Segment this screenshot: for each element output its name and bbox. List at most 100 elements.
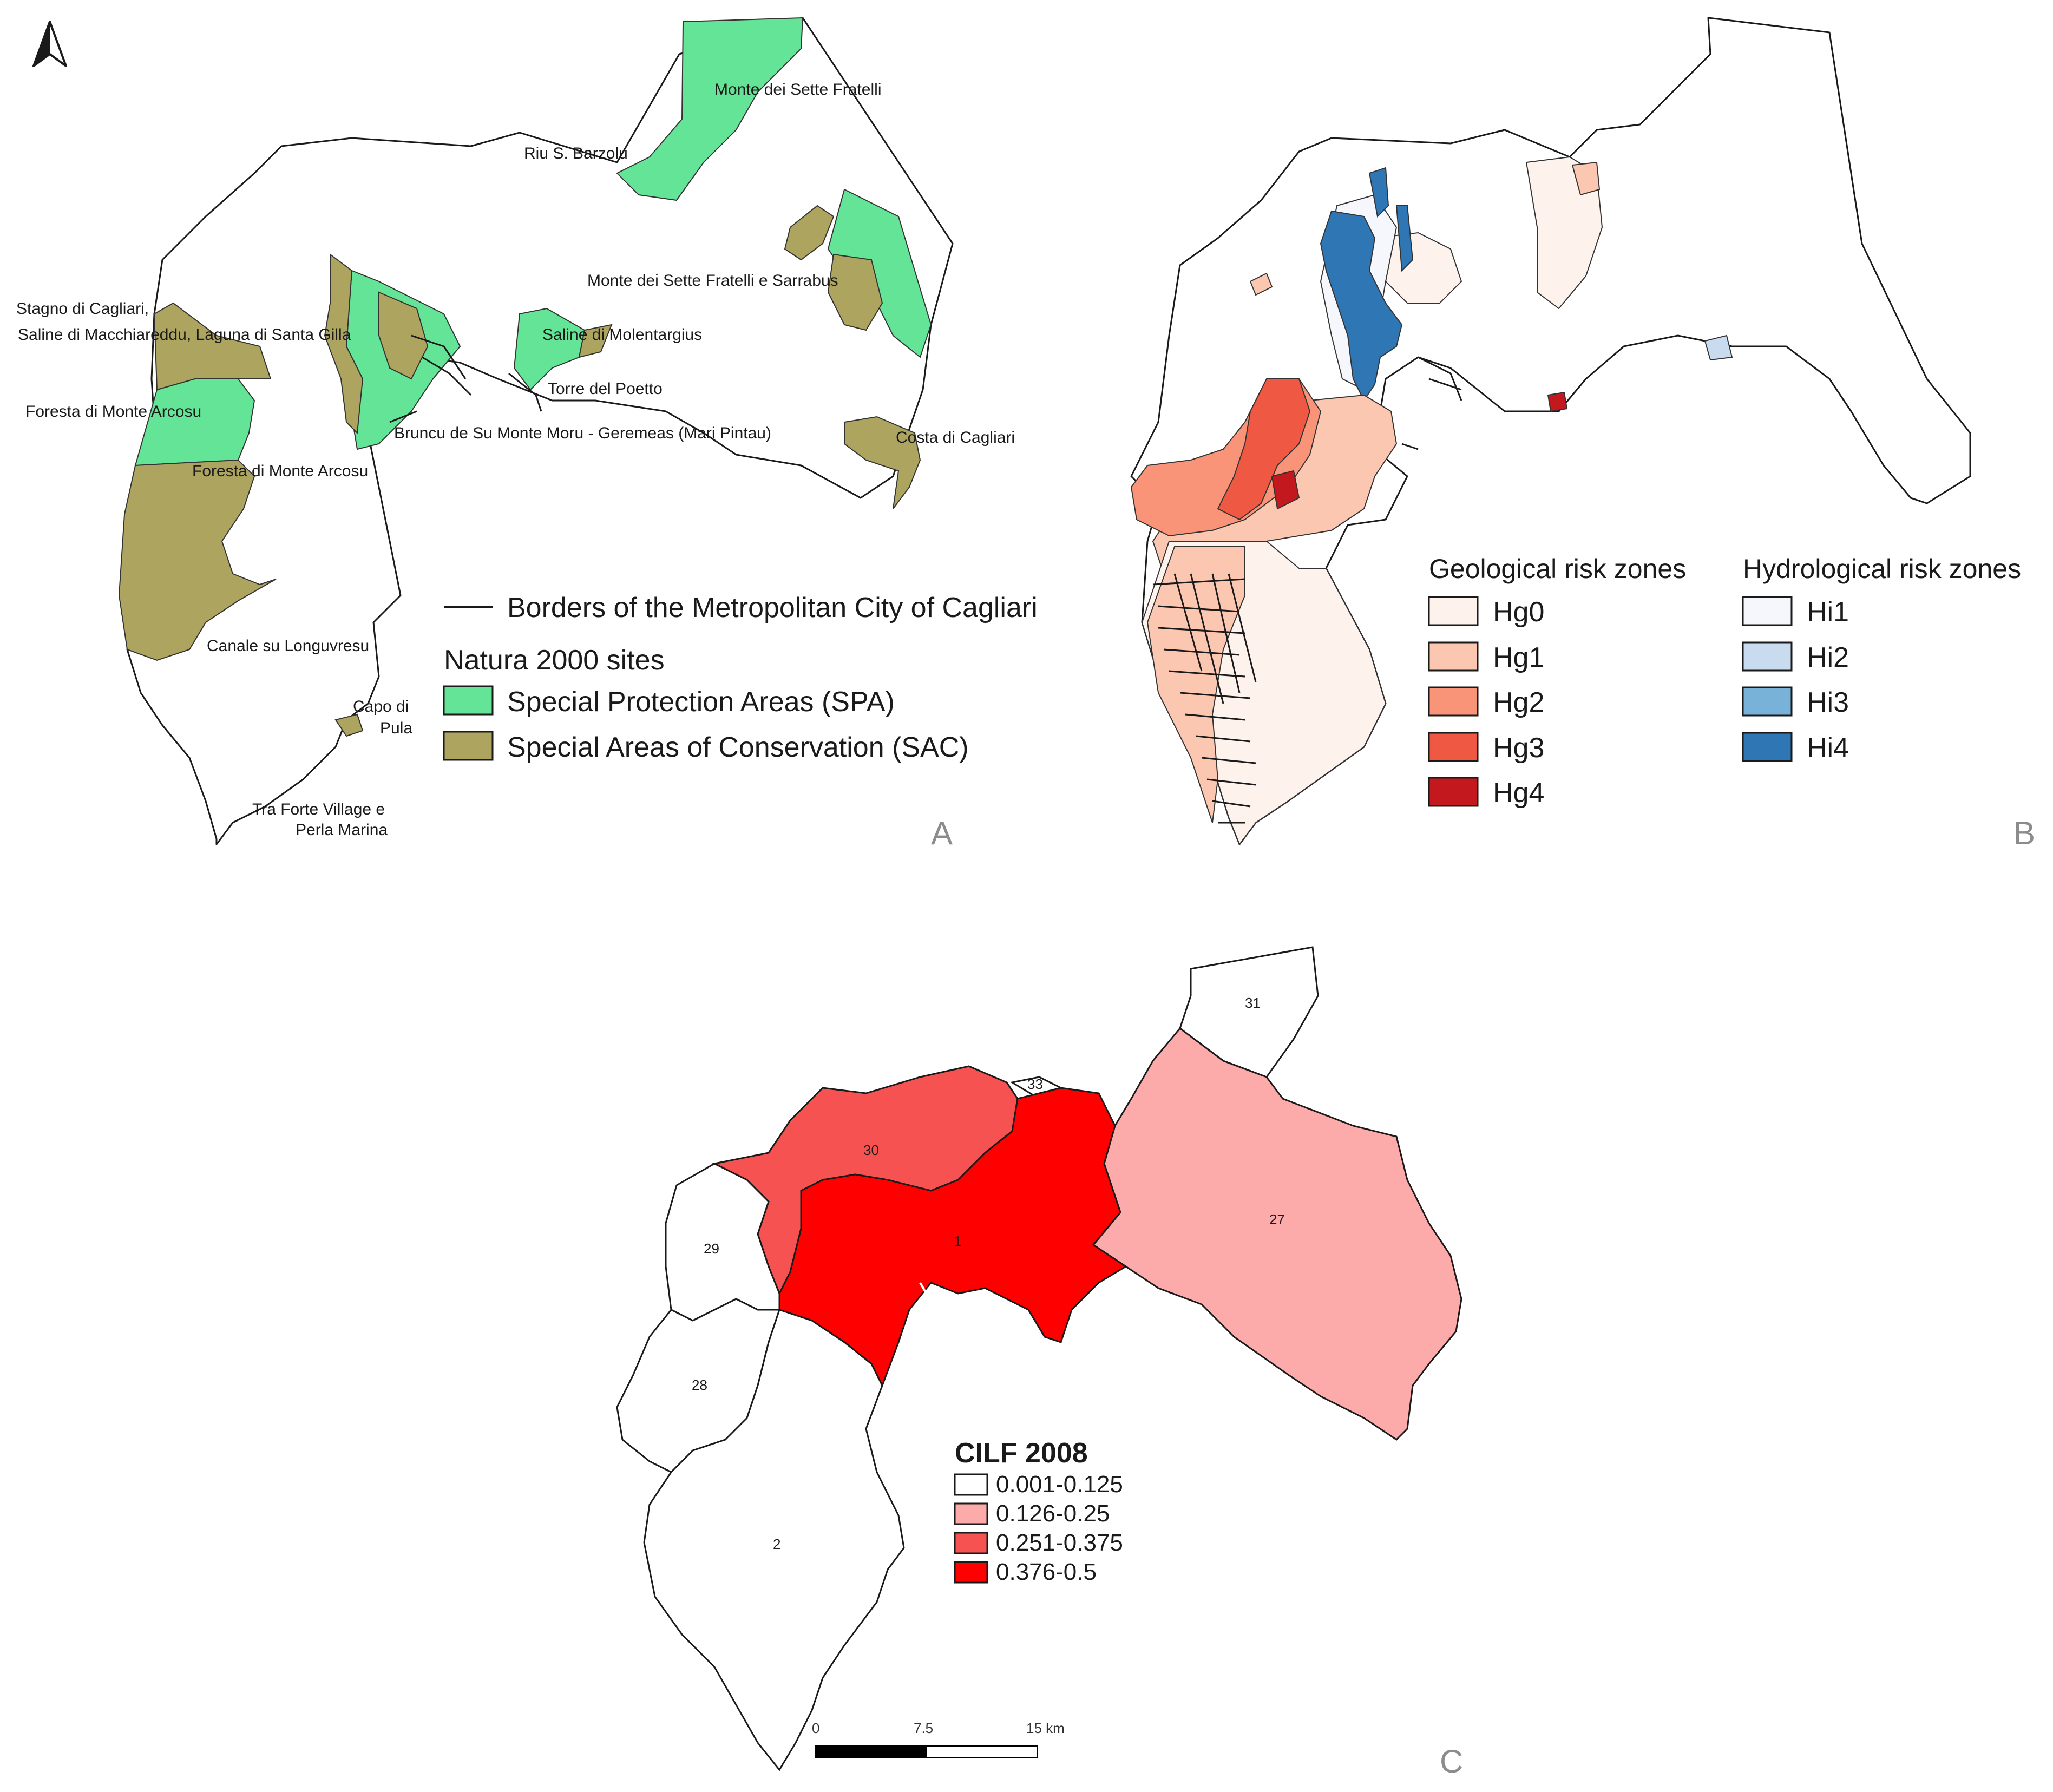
legend-hg4-label: Hg4 bbox=[1493, 777, 1544, 809]
label-monte-sette-fratelli: Monte dei Sette Fratelli bbox=[714, 81, 881, 99]
label-canale-longuvresu: Canale su Longuvresu bbox=[207, 637, 369, 655]
label-foresta-arcosu-2: Foresta di Monte Arcosu bbox=[192, 462, 368, 480]
hg1-patch-east bbox=[1571, 161, 1601, 196]
label-monte-sette-sarrabus: Monte dei Sette Fratelli e Sarrabus bbox=[587, 272, 838, 290]
sac-area-molentargius-east bbox=[578, 324, 613, 358]
hi4-area-3 bbox=[1395, 205, 1414, 272]
hg4-patch-coast bbox=[1547, 391, 1568, 412]
label-municipality-2: 2 bbox=[773, 1536, 780, 1552]
scale-label-15: 15 km bbox=[1026, 1720, 1065, 1736]
sac-area-santa-gilla-west bbox=[324, 253, 364, 435]
cilf-label-2: 0.126-0.25 bbox=[996, 1500, 1110, 1527]
cilf-label-3: 0.251-0.375 bbox=[996, 1530, 1123, 1556]
cilf-swatch-2 bbox=[954, 1502, 988, 1525]
sac-area-sarrabus-south bbox=[827, 253, 883, 331]
legend-hydro-list: Hi1 Hi2 Hi3 Hi4 bbox=[1742, 596, 1849, 764]
panel-b-map: Geological risk zones Hydrological risk … bbox=[1130, 17, 2035, 851]
label-perla-marina: Perla Marina bbox=[296, 821, 388, 839]
legend-hi3-label: Hi3 bbox=[1807, 687, 1849, 718]
legend-spa-label: Special Protection Areas (SPA) bbox=[507, 686, 895, 718]
legend-hi1-swatch bbox=[1742, 596, 1793, 626]
hg4-area bbox=[1271, 470, 1300, 510]
label-municipality-28: 28 bbox=[692, 1377, 707, 1393]
legend-hg1-label: Hg1 bbox=[1493, 642, 1544, 673]
panel-c-letter: C bbox=[1440, 1743, 1463, 1780]
legend-hydro-title: Hydrological risk zones bbox=[1743, 554, 2021, 584]
hi4-area bbox=[1320, 210, 1403, 402]
sac-area-stagno bbox=[153, 302, 272, 391]
legend-hg0-label: Hg0 bbox=[1493, 596, 1544, 628]
legend-natura-title: Natura 2000 sites bbox=[444, 645, 665, 676]
label-municipality-1: 1 bbox=[954, 1233, 961, 1249]
legend-geo-title: Geological risk zones bbox=[1429, 554, 1686, 584]
label-foresta-arcosu-1: Foresta di Monte Arcosu bbox=[25, 403, 201, 421]
hg3-area bbox=[1217, 378, 1311, 521]
legend-hg3-label: Hg3 bbox=[1493, 732, 1544, 764]
label-municipality-31: 31 bbox=[1245, 995, 1261, 1011]
panel-a-metro-border bbox=[126, 17, 954, 845]
label-tra-forte: Tra Forte Village e bbox=[252, 800, 385, 818]
legend-hg2-swatch bbox=[1428, 686, 1479, 717]
panel-c-map: 31 33 30 1 27 29 28 2 CILF 2008 0.001-0.… bbox=[616, 946, 1463, 1780]
cilf-label-1: 0.001-0.125 bbox=[996, 1471, 1123, 1498]
label-saline-macchiareddu: Saline di Macchiareddu, Laguna di Santa … bbox=[18, 326, 351, 344]
label-saline-molentargius: Saline di Molentargius bbox=[542, 326, 702, 344]
spa-area-molentargius bbox=[513, 307, 586, 391]
hatched-area-south bbox=[1152, 573, 1257, 824]
label-capo-di: Capo di bbox=[353, 698, 409, 716]
harbor-lines-c bbox=[919, 1282, 965, 1338]
harbor-lines-b bbox=[1401, 356, 1462, 450]
sac-area-costa-cagliari bbox=[844, 416, 921, 509]
legend-hi4-label: Hi4 bbox=[1807, 732, 1849, 764]
panel-a-letter: A bbox=[931, 815, 953, 851]
legend-hi4-swatch bbox=[1742, 732, 1793, 762]
cilf-legend: CILF 2008 0.001-0.125 0.126-0.25 0.251-0… bbox=[954, 1437, 1123, 1585]
municipality-27 bbox=[1092, 1027, 1462, 1441]
label-municipality-33: 33 bbox=[1027, 1076, 1043, 1092]
hg0-area-north-2 bbox=[1374, 232, 1462, 304]
hi4-area-2 bbox=[1368, 167, 1389, 218]
hg0-area-north bbox=[1525, 156, 1603, 310]
label-municipality-29: 29 bbox=[704, 1240, 719, 1257]
label-riu-barzolu: Riu S. Barzolu bbox=[524, 145, 628, 162]
label-municipality-27: 27 bbox=[1269, 1211, 1285, 1228]
scale-label-7-5: 7.5 bbox=[914, 1720, 933, 1736]
scale-label-0: 0 bbox=[812, 1720, 819, 1736]
cilf-label-4: 0.376-0.5 bbox=[996, 1559, 1097, 1585]
scale-segment-white bbox=[926, 1745, 1038, 1758]
label-costa-cagliari: Costa di Cagliari bbox=[896, 429, 1015, 447]
legend-hi1-label: Hi1 bbox=[1807, 596, 1849, 628]
sac-area-sarrabus-west bbox=[784, 205, 835, 261]
label-torre-poetto: Torre del Poetto bbox=[548, 380, 663, 398]
label-pula: Pula bbox=[380, 719, 412, 737]
municipality-2 bbox=[643, 1309, 905, 1771]
cilf-swatch-1 bbox=[954, 1473, 988, 1496]
legend-hi2-label: Hi2 bbox=[1807, 642, 1849, 673]
north-arrow-icon bbox=[32, 21, 67, 67]
scale-segment-black bbox=[815, 1745, 927, 1758]
legend-hg0-swatch bbox=[1428, 596, 1479, 626]
sac-area-capo-pula bbox=[334, 713, 364, 737]
cilf-legend-title: CILF 2008 bbox=[955, 1437, 1088, 1469]
cilf-swatch-4 bbox=[954, 1561, 988, 1584]
legend-sac-label: Special Areas of Conservation (SAC) bbox=[507, 732, 969, 763]
legend-spa-swatch bbox=[443, 685, 494, 716]
label-bruncu: Bruncu de Su Monte Moru - Geremeas (Mari… bbox=[394, 424, 771, 442]
legend-geo-list: Hg0 Hg1 Hg2 Hg3 Hg4 bbox=[1428, 596, 1544, 809]
panel-a-map: Monte dei Sette Fratelli Riu S. Barzolu … bbox=[16, 17, 1038, 851]
sac-area-santa-gilla-lagoon bbox=[378, 291, 429, 380]
hi-patch-east bbox=[1704, 334, 1733, 361]
hg1-patch-west bbox=[1249, 272, 1273, 296]
harbor-lines bbox=[389, 334, 542, 423]
panel-b-letter: B bbox=[2013, 815, 2035, 851]
legend-hg1-swatch bbox=[1428, 641, 1479, 672]
label-municipality-30: 30 bbox=[863, 1142, 879, 1158]
sac-area-foresta-arcosu bbox=[118, 459, 277, 661]
legend-hi2-swatch bbox=[1742, 641, 1793, 672]
legend-border-label: Borders of the Metropolitan City of Cagl… bbox=[507, 592, 1038, 623]
scale-bar: 0 7.5 15 km bbox=[812, 1720, 1065, 1758]
legend-hg3-swatch bbox=[1428, 732, 1479, 762]
legend-hg4-swatch bbox=[1428, 777, 1479, 807]
legend-sac-swatch bbox=[443, 731, 494, 761]
